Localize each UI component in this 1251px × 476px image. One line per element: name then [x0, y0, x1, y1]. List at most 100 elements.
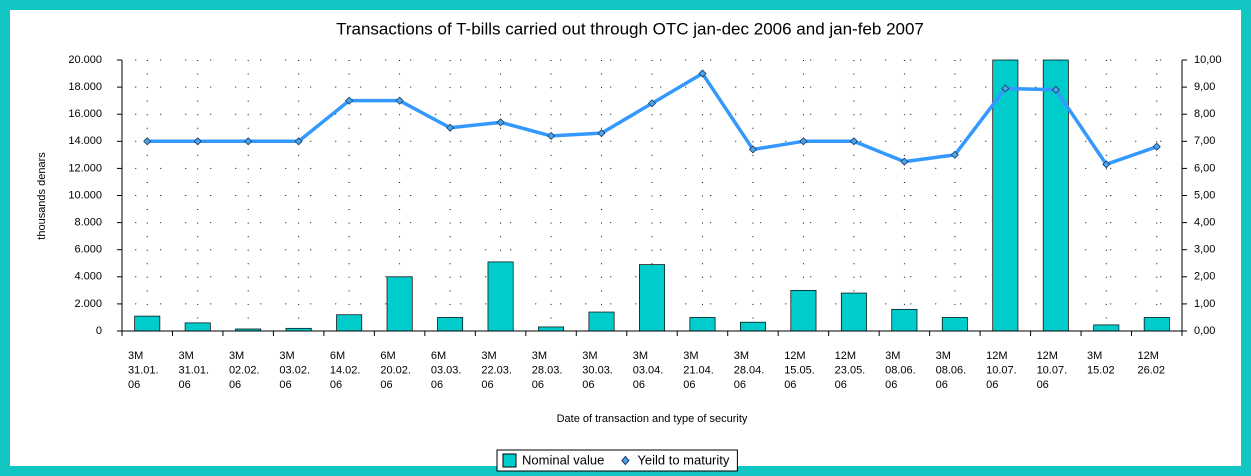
y-tick-label: 20.000: [68, 54, 102, 66]
legend-label: Yeild to maturity: [637, 452, 730, 467]
bar: [134, 315, 161, 332]
legend-swatch: [502, 453, 517, 468]
x-tick-label: 03.03.: [431, 364, 462, 376]
bar: [840, 292, 867, 332]
x-tick-label: 6M: [431, 350, 446, 362]
marker: [597, 129, 606, 138]
x-tick-label: 20.02.: [380, 364, 411, 376]
x-tick-label: 03.02.: [279, 364, 310, 376]
x-tick-label: 3M: [481, 350, 496, 362]
x-tick-label: 30.03.: [582, 364, 613, 376]
bar: [538, 326, 565, 332]
legend-label: Nominal value: [522, 452, 604, 467]
x-tick-label: 15.05.: [784, 364, 815, 376]
x-axis-label: Date of transaction and type of security: [557, 413, 748, 425]
x-tick-label: 10.07.: [1037, 364, 1068, 376]
x-tick-label: 15.02: [1087, 364, 1115, 376]
y-tick-label: 6.000: [74, 244, 102, 256]
x-tick-label: 06: [380, 379, 392, 391]
marker: [950, 150, 959, 159]
y-tick-label: 12.000: [68, 162, 102, 174]
bar: [437, 317, 464, 332]
marker: [799, 137, 808, 146]
bar: [992, 59, 1019, 332]
x-tick-label: 3M: [229, 350, 244, 362]
x-tick-label: 26.02: [1138, 364, 1166, 376]
y-tick-label: 16.000: [68, 108, 102, 120]
x-tick-label: 06: [229, 379, 241, 391]
x-tick-label: 28.04.: [734, 364, 765, 376]
x-tick-label: 06: [481, 379, 493, 391]
bar: [1093, 324, 1120, 332]
y2-tick-label: 3,00: [1194, 244, 1215, 256]
x-tick-label: 14.02.: [330, 364, 361, 376]
x-tick-label: 22.03.: [481, 364, 512, 376]
marker: [1051, 85, 1060, 94]
x-tick-label: 21.04.: [683, 364, 714, 376]
chart-background: [10, 10, 1241, 466]
marker: [244, 137, 253, 146]
y2-tick-label: 10,00: [1194, 54, 1222, 66]
y-tick-label: 10.000: [68, 189, 102, 201]
x-tick-label: 3M: [582, 350, 597, 362]
x-tick-label: 31.01.: [178, 364, 209, 376]
x-tick-label: 06: [1037, 379, 1049, 391]
y-tick-label: 2.000: [74, 298, 102, 310]
y2-tick-label: 7,00: [1194, 135, 1215, 147]
x-tick-label: 6M: [330, 350, 345, 362]
y2-tick-label: 2,00: [1194, 271, 1215, 283]
x-tick-label: 06: [734, 379, 746, 391]
x-tick-label: 12M: [1138, 350, 1159, 362]
x-tick-label: 3M: [178, 350, 193, 362]
marker: [900, 157, 909, 166]
x-tick-label: 06: [885, 379, 897, 391]
y-tick-label: 4.000: [74, 271, 102, 283]
x-tick-label: 02.02.: [229, 364, 260, 376]
x-tick-label: 06: [330, 379, 342, 391]
legend: Nominal value Yeild to maturity: [496, 449, 738, 472]
y2-tick-label: 6,00: [1194, 162, 1215, 174]
y2-tick-label: 9,00: [1194, 81, 1215, 93]
x-tick-label: 06: [279, 379, 291, 391]
marker: [1102, 160, 1111, 169]
y-tick-label: 18.000: [68, 81, 102, 93]
x-tick-label: 6M: [380, 350, 395, 362]
x-tick-label: 3M: [279, 350, 294, 362]
x-tick-label: 06: [986, 379, 998, 391]
y2-tick-label: 5,00: [1194, 189, 1215, 201]
x-tick-label: 31.01.: [128, 364, 159, 376]
x-tick-label: 3M: [683, 350, 698, 362]
marker: [647, 99, 657, 108]
bar: [336, 314, 363, 332]
marker: [1001, 84, 1010, 93]
x-tick-label: 03.04.: [633, 364, 664, 376]
legend-box: [496, 449, 738, 472]
x-tick-label: 28.03.: [532, 364, 563, 376]
marker: [395, 96, 404, 105]
marker: [748, 145, 758, 154]
x-tick-label: 06: [431, 379, 443, 391]
x-tick-label: 10.07.: [986, 364, 1017, 376]
y2-tick-label: 0,00: [1194, 325, 1215, 337]
bar: [941, 317, 968, 332]
y2-tick-label: 8,00: [1194, 108, 1215, 120]
marker: [698, 69, 707, 78]
x-tick-label: 12M: [1037, 350, 1058, 362]
x-tick-label: 3M: [532, 350, 547, 362]
y-tick-label: 8.000: [74, 217, 102, 229]
x-tick-label: 23.05.: [835, 364, 866, 376]
x-tick-label: 3M: [885, 350, 900, 362]
y-tick-label: 0: [96, 325, 102, 337]
x-tick-label: 3M: [633, 350, 648, 362]
x-tick-label: 06: [633, 379, 645, 391]
marker: [193, 137, 202, 146]
x-tick-label: 06: [683, 379, 695, 391]
x-tick-label: 12M: [835, 350, 856, 362]
bar: [689, 317, 716, 332]
y-axis-label: thousands denars: [36, 152, 48, 240]
x-tick-label: 06: [128, 379, 140, 391]
chart-title: Transactions of T-bills carried out thro…: [336, 19, 924, 38]
x-tick-label: 12M: [986, 350, 1007, 362]
